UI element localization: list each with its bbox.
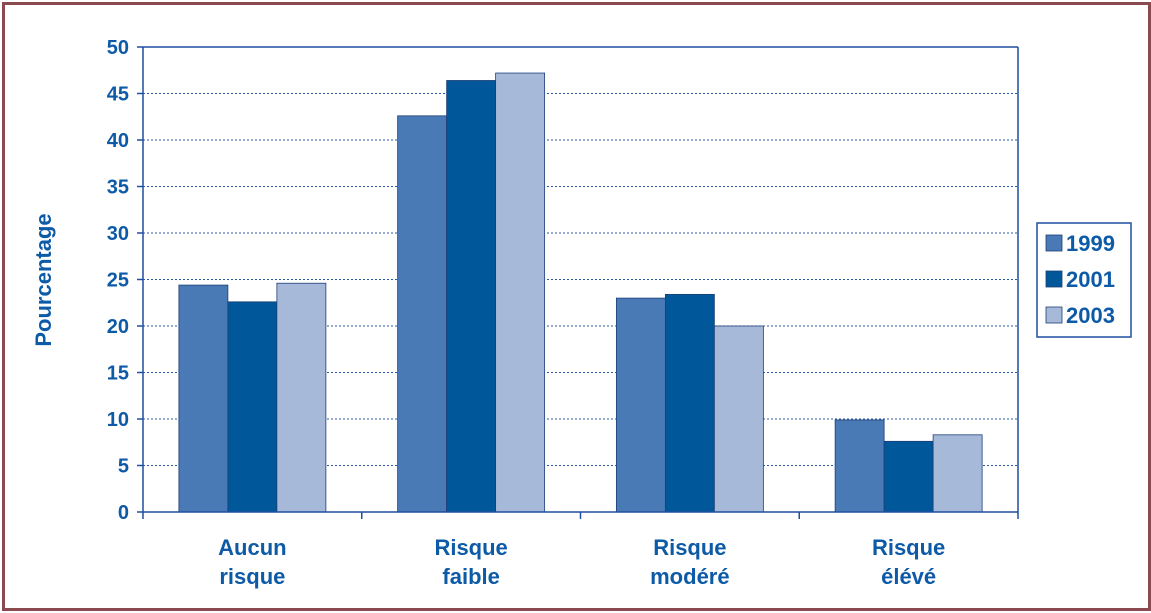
- x-tick-label-line: risque: [219, 564, 285, 589]
- bar-2001: [227, 301, 278, 513]
- bar-2001: [883, 440, 934, 513]
- x-tick-label-line: Risque: [653, 535, 726, 560]
- y-tick-label: 5: [118, 456, 129, 478]
- x-tick-label-line: Risque: [872, 535, 945, 560]
- y-tick-label: 40: [107, 130, 129, 152]
- axes: [137, 46, 1019, 519]
- x-tick-label: Aucun risque: [218, 535, 286, 589]
- x-tick-label: Risque modéré: [650, 535, 729, 589]
- x-tick-label-line: élévé: [881, 564, 936, 589]
- y-tick-label: 15: [107, 363, 129, 385]
- bars: [178, 72, 983, 513]
- y-tick-label: 20: [107, 316, 129, 338]
- bar-2003: [276, 282, 327, 513]
- bar-2003: [495, 72, 546, 513]
- y-tick-label: 25: [107, 270, 129, 292]
- bar-2001: [664, 293, 715, 513]
- legend-label-2003: 2003: [1066, 303, 1115, 328]
- x-tick-label: Risque élévé: [872, 535, 945, 589]
- x-tick-label-line: Aucun: [218, 535, 286, 560]
- x-tick-label-line: modéré: [650, 564, 729, 589]
- y-tick-label: 0: [118, 502, 129, 524]
- legend: 1999 2001 2003: [1036, 222, 1132, 338]
- x-tick-label-line: faible: [442, 564, 499, 589]
- bar-chart: 0 5 10 15 20 25 30 35 40 45 50 Aucun risque Risque fai…: [31, 37, 1132, 589]
- legend-label-2001: 2001: [1066, 267, 1115, 292]
- y-tick-label: 45: [107, 84, 129, 106]
- legend-swatch-1999: [1045, 234, 1063, 252]
- legend-swatch-2001: [1045, 270, 1063, 288]
- bar-1999: [178, 284, 229, 513]
- bar-2001: [446, 80, 497, 513]
- bar-2003: [713, 325, 764, 513]
- legend-swatch-2003: [1045, 306, 1063, 324]
- y-axis-title: Pourcentage: [31, 213, 56, 346]
- y-tick-label: 10: [107, 409, 129, 431]
- bar-1999: [397, 115, 448, 513]
- y-tick-label: 50: [107, 37, 129, 59]
- bar-1999: [834, 419, 885, 513]
- x-tick-label: Risque faible: [434, 535, 507, 589]
- legend-label-1999: 1999: [1066, 231, 1115, 256]
- y-tick-label: 35: [107, 177, 129, 199]
- bar-1999: [615, 297, 666, 513]
- y-tick-label: 30: [107, 223, 129, 245]
- x-tick-label-line: Risque: [434, 535, 507, 560]
- axis-labels: 0 5 10 15 20 25 30 35 40 45 50 Aucun risque Risque fai…: [31, 37, 945, 589]
- bar-2003: [932, 434, 983, 513]
